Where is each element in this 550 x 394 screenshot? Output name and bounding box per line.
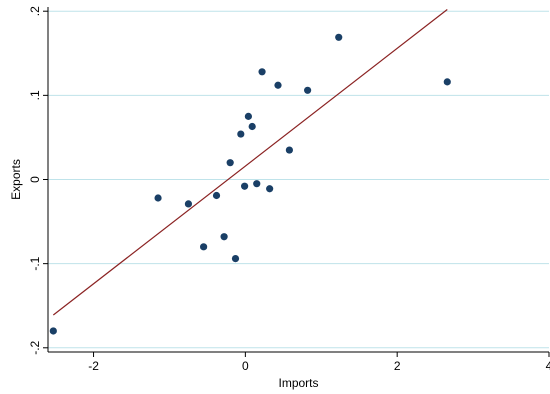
x-tick-label: 0 bbox=[242, 359, 249, 373]
data-point bbox=[244, 112, 252, 120]
data-points bbox=[49, 33, 451, 335]
fit-line bbox=[52, 9, 448, 316]
data-point bbox=[443, 78, 451, 86]
data-point bbox=[253, 180, 261, 188]
gridlines bbox=[48, 10, 549, 349]
y-axis-title: Exports bbox=[9, 159, 23, 200]
data-point bbox=[184, 200, 193, 208]
data-point bbox=[212, 191, 221, 200]
x-tick-label: -2 bbox=[88, 359, 99, 373]
data-point bbox=[200, 243, 208, 251]
data-point bbox=[304, 86, 312, 94]
data-point bbox=[49, 327, 57, 335]
y-tick-label: -.2 bbox=[28, 340, 42, 354]
data-point bbox=[258, 68, 266, 76]
x-tick-label: 4 bbox=[546, 359, 550, 373]
x-axis-ticks: -2 0 2 4 bbox=[88, 352, 550, 373]
data-point bbox=[220, 233, 228, 241]
data-point bbox=[231, 254, 240, 263]
data-point bbox=[248, 122, 256, 131]
data-point bbox=[266, 185, 274, 193]
y-tick-label: 0 bbox=[28, 176, 42, 183]
data-point bbox=[226, 159, 234, 167]
data-point bbox=[274, 81, 282, 89]
data-point bbox=[335, 33, 343, 41]
y-tick-label: .2 bbox=[28, 6, 42, 16]
y-axis-ticks: -.2 -.1 0 .1 .2 bbox=[28, 6, 48, 355]
data-point bbox=[237, 130, 245, 138]
x-axis-title: Imports bbox=[278, 376, 318, 390]
data-point bbox=[285, 146, 293, 154]
y-tick-label: -.1 bbox=[28, 256, 42, 270]
y-tick-label: .1 bbox=[28, 90, 42, 100]
x-tick-label: 2 bbox=[394, 359, 401, 373]
data-point bbox=[154, 194, 162, 202]
data-point bbox=[241, 182, 249, 190]
